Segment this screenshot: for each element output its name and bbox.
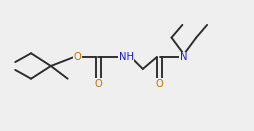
Text: N: N bbox=[180, 52, 187, 62]
Text: O: O bbox=[156, 79, 164, 89]
Text: NH: NH bbox=[119, 52, 134, 62]
Text: O: O bbox=[74, 52, 82, 62]
Text: O: O bbox=[94, 79, 102, 89]
